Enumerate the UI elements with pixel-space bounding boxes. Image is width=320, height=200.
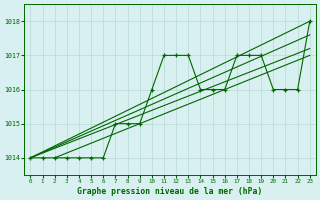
X-axis label: Graphe pression niveau de la mer (hPa): Graphe pression niveau de la mer (hPa) (77, 187, 263, 196)
